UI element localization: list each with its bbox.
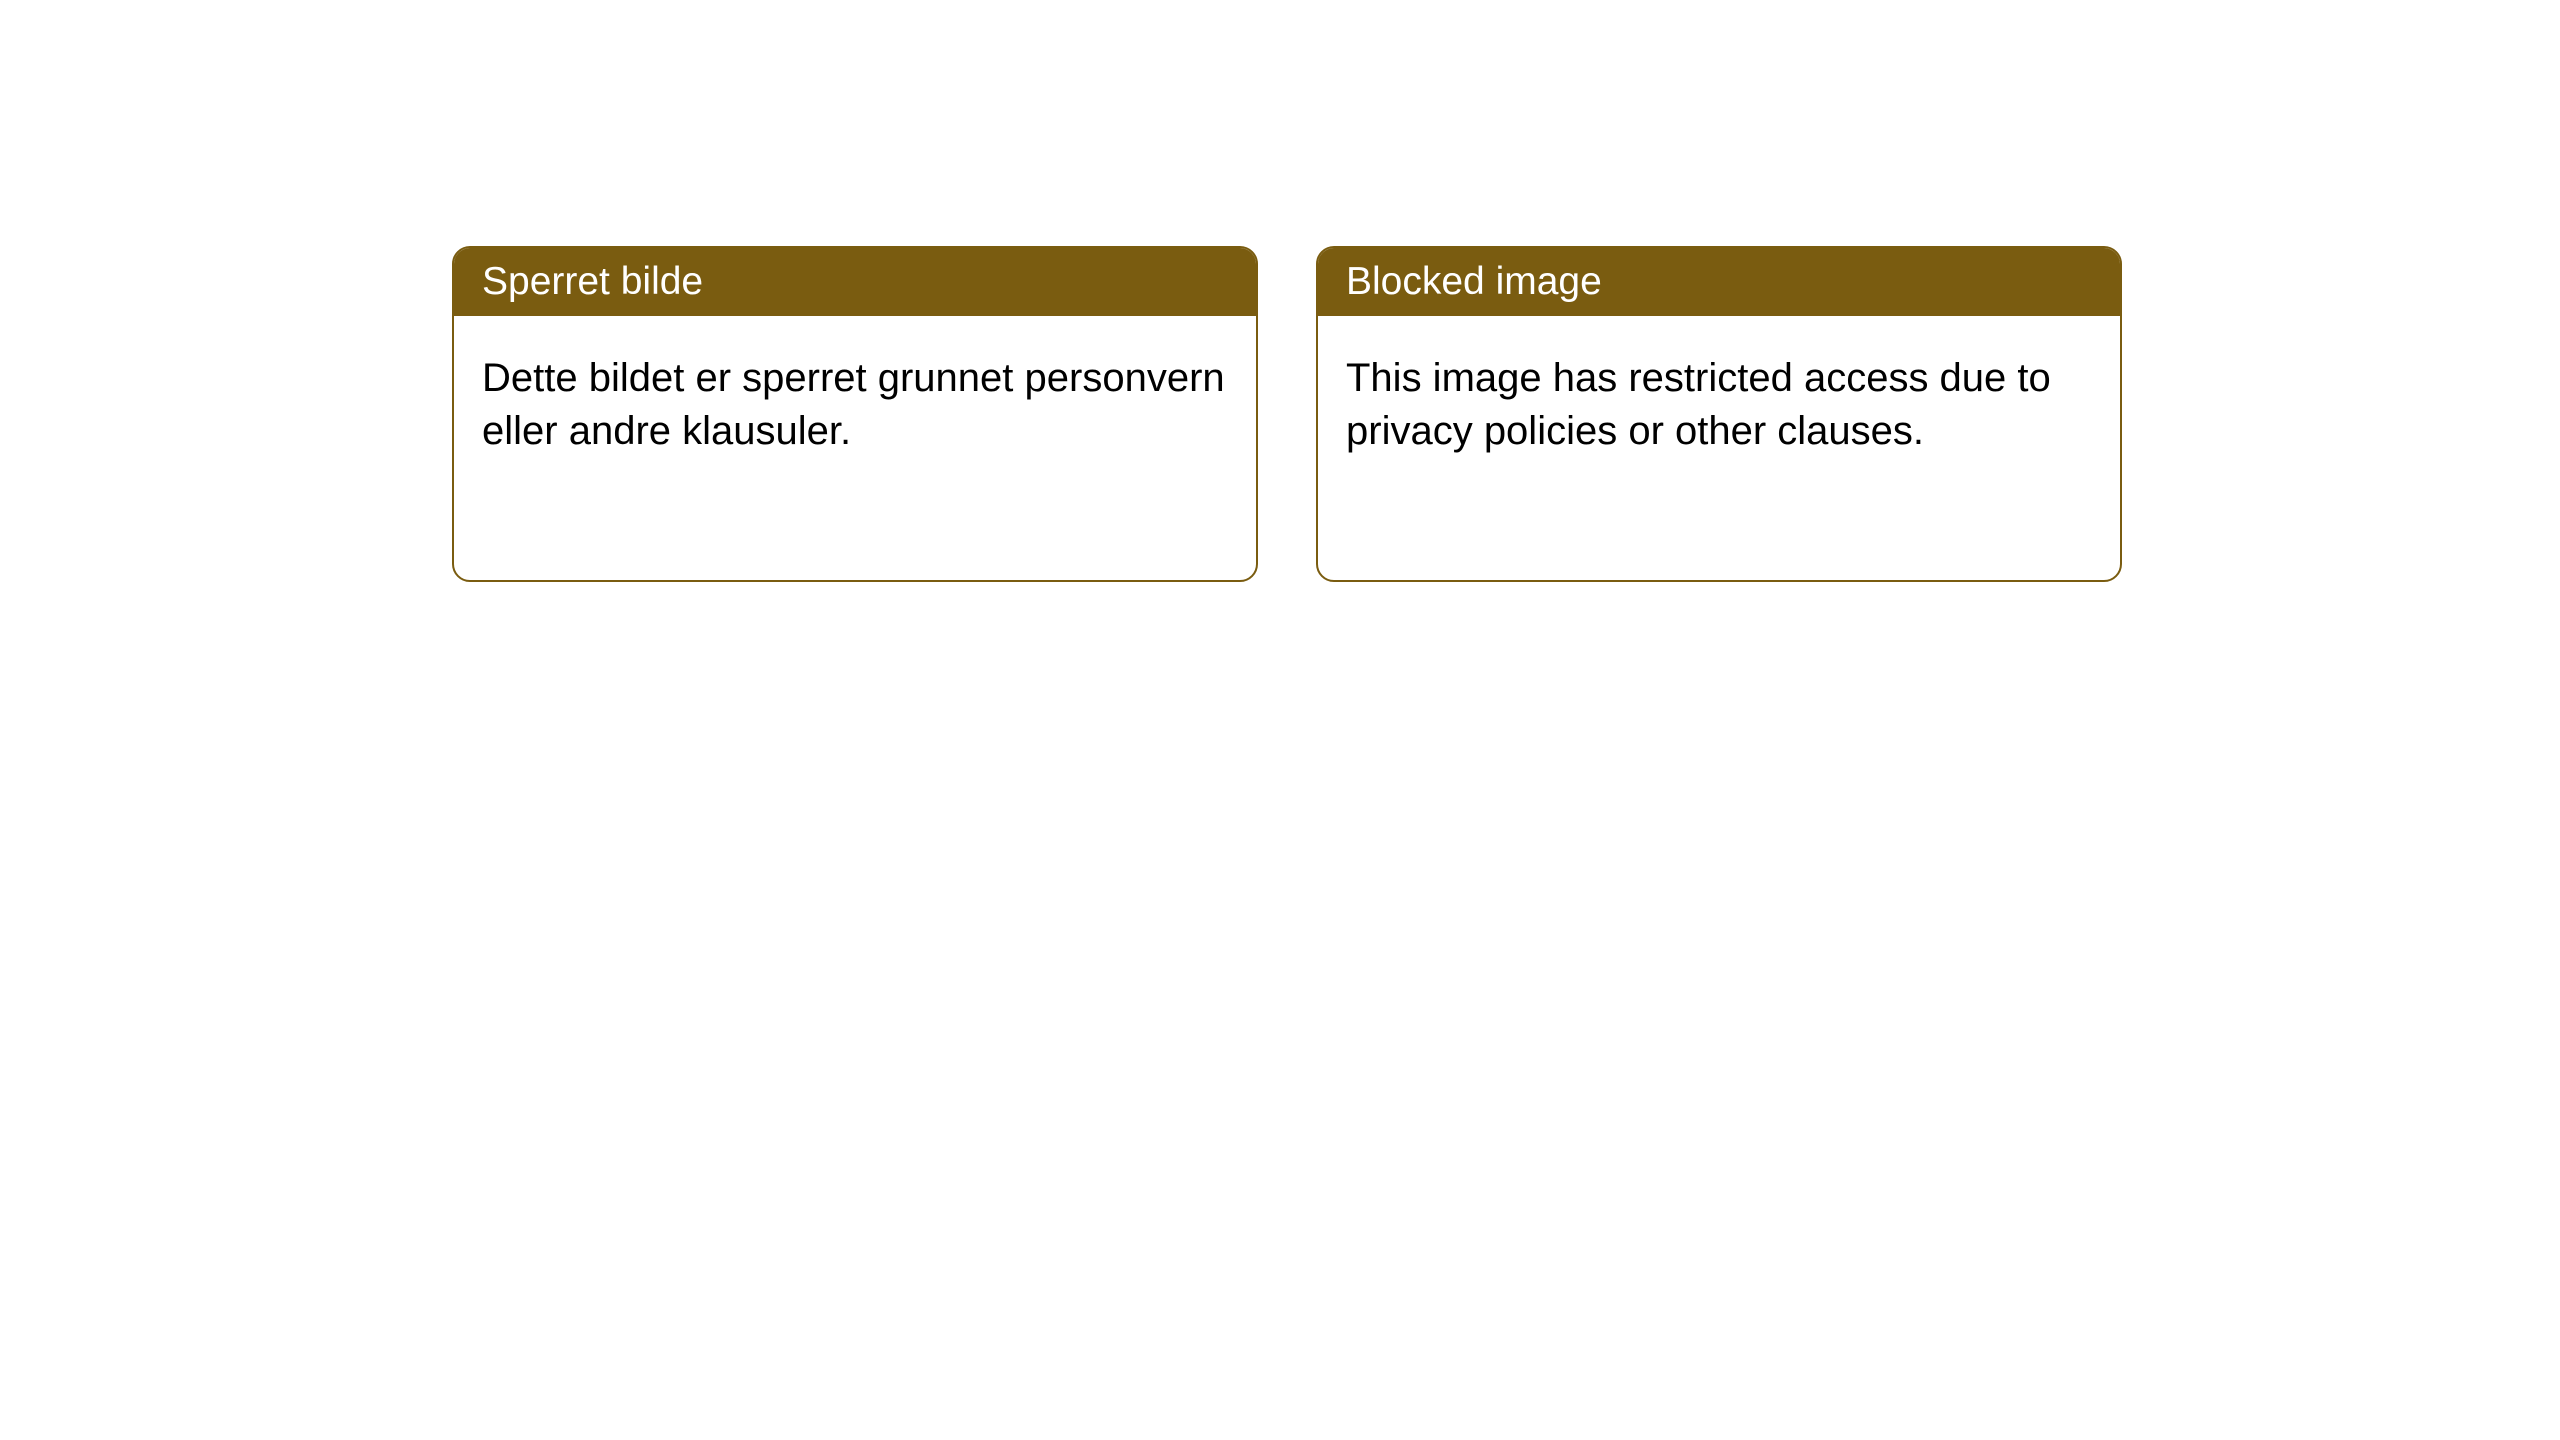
notice-cards-container: Sperret bilde Dette bildet er sperret gr…: [0, 0, 2560, 582]
card-title: Sperret bilde: [482, 260, 703, 303]
blocked-image-card-no: Sperret bilde Dette bildet er sperret gr…: [452, 246, 1258, 582]
blocked-image-card-en: Blocked image This image has restricted …: [1316, 246, 2122, 582]
card-body: This image has restricted access due to …: [1318, 316, 2120, 494]
card-body: Dette bildet er sperret grunnet personve…: [454, 316, 1256, 494]
card-title: Blocked image: [1346, 260, 1602, 303]
card-header: Blocked image: [1318, 248, 2120, 316]
card-body-text: This image has restricted access due to …: [1346, 356, 2051, 453]
card-body-text: Dette bildet er sperret grunnet personve…: [482, 356, 1225, 453]
card-header: Sperret bilde: [454, 248, 1256, 316]
